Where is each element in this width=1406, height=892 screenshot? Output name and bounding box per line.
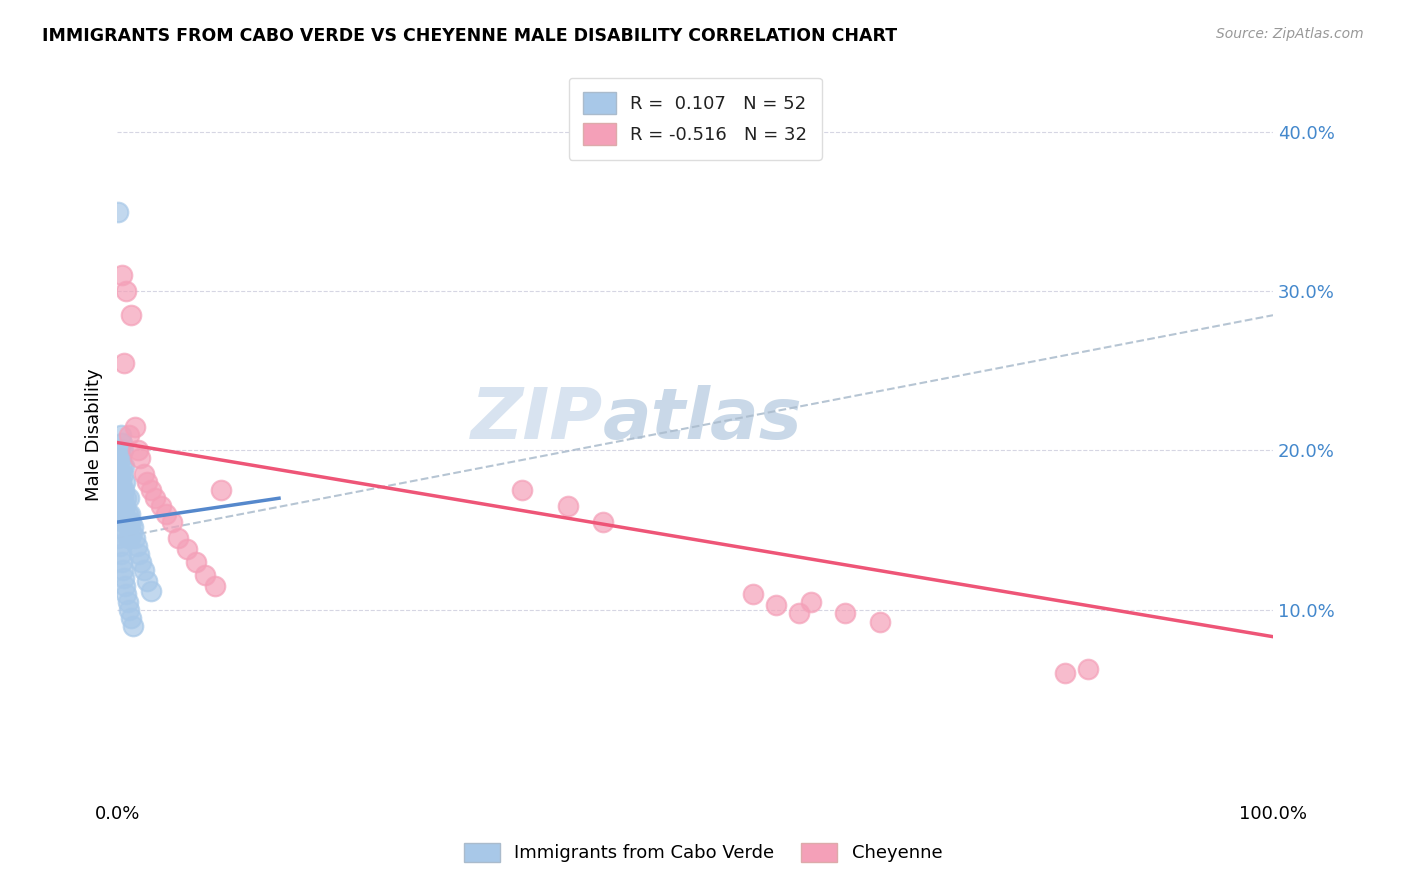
- Point: [115, 515, 138, 529]
- Point: [1077, 661, 1099, 675]
- Point: [118, 602, 141, 616]
- Point: [510, 483, 533, 498]
- Point: [111, 443, 134, 458]
- Point: [136, 475, 159, 490]
- Point: [111, 268, 134, 283]
- Legend: R =  0.107   N = 52, R = -0.516   N = 32: R = 0.107 N = 52, R = -0.516 N = 32: [568, 78, 821, 160]
- Point: [834, 606, 856, 620]
- Text: Source: ZipAtlas.com: Source: ZipAtlas.com: [1216, 27, 1364, 41]
- Point: [110, 499, 132, 513]
- Point: [108, 539, 131, 553]
- Point: [155, 507, 177, 521]
- Point: [110, 451, 132, 466]
- Point: [122, 618, 145, 632]
- Point: [204, 579, 226, 593]
- Y-axis label: Male Disability: Male Disability: [86, 368, 103, 501]
- Point: [108, 443, 131, 458]
- Point: [869, 615, 891, 630]
- Point: [184, 555, 207, 569]
- Point: [129, 451, 152, 466]
- Point: [800, 595, 823, 609]
- Text: ZIP: ZIP: [471, 385, 603, 454]
- Legend: Immigrants from Cabo Verde, Cheyenne: Immigrants from Cabo Verde, Cheyenne: [457, 836, 949, 870]
- Point: [108, 483, 131, 498]
- Point: [176, 542, 198, 557]
- Point: [120, 610, 142, 624]
- Point: [118, 531, 141, 545]
- Point: [132, 467, 155, 482]
- Point: [114, 475, 136, 490]
- Point: [194, 567, 217, 582]
- Point: [117, 531, 139, 545]
- Point: [111, 459, 134, 474]
- Point: [787, 606, 810, 620]
- Point: [143, 491, 166, 506]
- Point: [167, 531, 190, 545]
- Point: [150, 499, 173, 513]
- Text: atlas: atlas: [603, 385, 803, 454]
- Point: [118, 491, 141, 506]
- Point: [121, 526, 143, 541]
- Point: [112, 459, 135, 474]
- Point: [136, 574, 159, 588]
- Point: [115, 285, 138, 299]
- Point: [209, 483, 232, 498]
- Text: IMMIGRANTS FROM CABO VERDE VS CHEYENNE MALE DISABILITY CORRELATION CHART: IMMIGRANTS FROM CABO VERDE VS CHEYENNE M…: [42, 27, 897, 45]
- Point: [741, 587, 763, 601]
- Point: [112, 507, 135, 521]
- Point: [110, 547, 132, 561]
- Point: [128, 547, 150, 561]
- Point: [765, 598, 787, 612]
- Point: [111, 435, 134, 450]
- Point: [112, 356, 135, 370]
- Point: [1053, 666, 1076, 681]
- Point: [117, 595, 139, 609]
- Point: [107, 531, 129, 545]
- Point: [139, 483, 162, 498]
- Point: [115, 587, 138, 601]
- Point: [110, 475, 132, 490]
- Point: [118, 507, 141, 521]
- Point: [111, 483, 134, 498]
- Point: [112, 571, 135, 585]
- Point: [115, 491, 138, 506]
- Point: [111, 555, 134, 569]
- Point: [132, 563, 155, 577]
- Point: [124, 531, 146, 545]
- Point: [160, 515, 183, 529]
- Point: [127, 443, 149, 458]
- Point: [111, 467, 134, 482]
- Point: [124, 419, 146, 434]
- Point: [111, 563, 134, 577]
- Point: [114, 579, 136, 593]
- Point: [557, 499, 579, 513]
- Point: [125, 539, 148, 553]
- Point: [112, 483, 135, 498]
- Point: [108, 467, 131, 482]
- Point: [107, 204, 129, 219]
- Point: [114, 499, 136, 513]
- Point: [592, 515, 614, 529]
- Point: [118, 427, 141, 442]
- Point: [107, 451, 129, 466]
- Point: [139, 583, 162, 598]
- Point: [131, 555, 153, 569]
- Point: [114, 523, 136, 537]
- Point: [110, 427, 132, 442]
- Point: [120, 308, 142, 322]
- Point: [120, 515, 142, 529]
- Point: [118, 515, 141, 529]
- Point: [122, 520, 145, 534]
- Point: [117, 507, 139, 521]
- Point: [111, 491, 134, 506]
- Point: [111, 515, 134, 529]
